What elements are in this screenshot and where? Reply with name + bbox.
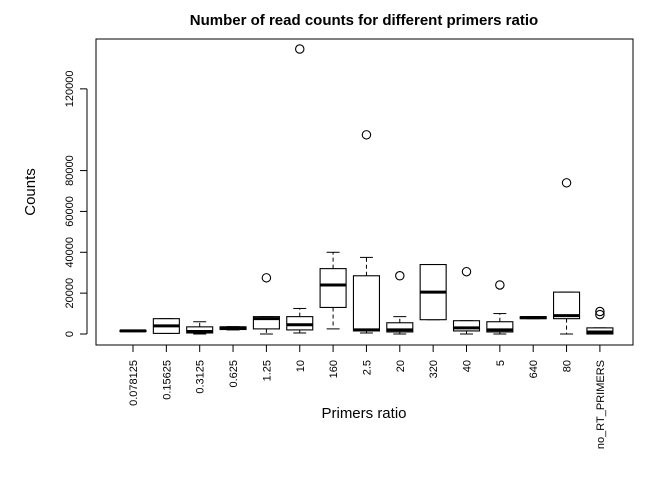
box-5 bbox=[486, 280, 514, 335]
y-tick-label: 20000 bbox=[64, 278, 76, 309]
box-160 bbox=[319, 251, 347, 330]
x-tick-label: 5 bbox=[495, 360, 507, 366]
box-0.15625 bbox=[152, 318, 180, 334]
box-rect bbox=[319, 268, 347, 308]
outlier-point bbox=[595, 309, 605, 320]
outlier-point bbox=[461, 266, 472, 277]
box-rect bbox=[486, 321, 514, 333]
box-rect bbox=[386, 322, 414, 333]
box-series bbox=[119, 44, 614, 335]
y-tick-label: 80000 bbox=[64, 155, 76, 186]
box-10 bbox=[286, 44, 314, 334]
box-80 bbox=[552, 178, 581, 335]
x-tick-label: 20 bbox=[395, 360, 407, 372]
x-tick-label: 10 bbox=[295, 360, 307, 372]
x-tick-label: 2.5 bbox=[361, 360, 373, 375]
box-1.25 bbox=[252, 273, 280, 335]
chart-title: Number of read counts for different prim… bbox=[190, 12, 538, 29]
box-rect bbox=[352, 275, 381, 332]
box-0.625 bbox=[219, 326, 247, 331]
box-320 bbox=[419, 263, 447, 321]
x-tick-label: 40 bbox=[462, 360, 474, 372]
box-0.3125 bbox=[186, 321, 214, 335]
y-tick-label: 40000 bbox=[64, 237, 76, 268]
x-tick-label: 0.3125 bbox=[195, 360, 207, 394]
x-tick-label: 80 bbox=[562, 360, 574, 372]
outlier-point bbox=[395, 271, 405, 281]
outlier-point bbox=[495, 280, 505, 290]
box-640 bbox=[519, 316, 547, 320]
outlier-point bbox=[561, 178, 572, 188]
x-axis: 0.078125 0.15625 0.3125 0.625 1.25 10 160 2.5 20… bbox=[128, 344, 607, 449]
outlier-point bbox=[261, 273, 272, 283]
x-tick-label: 1.25 bbox=[261, 360, 273, 381]
outlier-point bbox=[595, 306, 605, 317]
outlier-point bbox=[294, 44, 305, 54]
y-tick-label: 60000 bbox=[64, 196, 76, 227]
box-2.5 bbox=[352, 130, 381, 334]
x-tick-label: 0.625 bbox=[228, 360, 240, 388]
x-tick-label: 0.078125 bbox=[128, 360, 140, 406]
y-axis-label: Counts bbox=[22, 168, 39, 216]
box-20 bbox=[386, 271, 414, 335]
x-tick-label: 160 bbox=[328, 360, 340, 378]
box-no_RT_PRIMERS bbox=[586, 306, 614, 335]
box-40 bbox=[452, 266, 481, 335]
box-0.078125 bbox=[119, 329, 147, 333]
x-tick-label: 640 bbox=[528, 360, 540, 378]
y-axis: 0 20000 40000 60000 80000 120000 bbox=[64, 70, 88, 337]
x-tick-label: no_RT_PRIMERS bbox=[595, 360, 607, 449]
x-tick-label: 0.15625 bbox=[161, 360, 173, 400]
y-tick-label: 0 bbox=[64, 331, 76, 337]
y-tick-label: 120000 bbox=[64, 70, 76, 107]
x-tick-label: 320 bbox=[428, 360, 440, 378]
box-rect bbox=[452, 320, 481, 332]
x-axis-label: Primers ratio bbox=[321, 405, 406, 422]
box-rect bbox=[286, 316, 314, 331]
outlier-point bbox=[361, 130, 372, 140]
